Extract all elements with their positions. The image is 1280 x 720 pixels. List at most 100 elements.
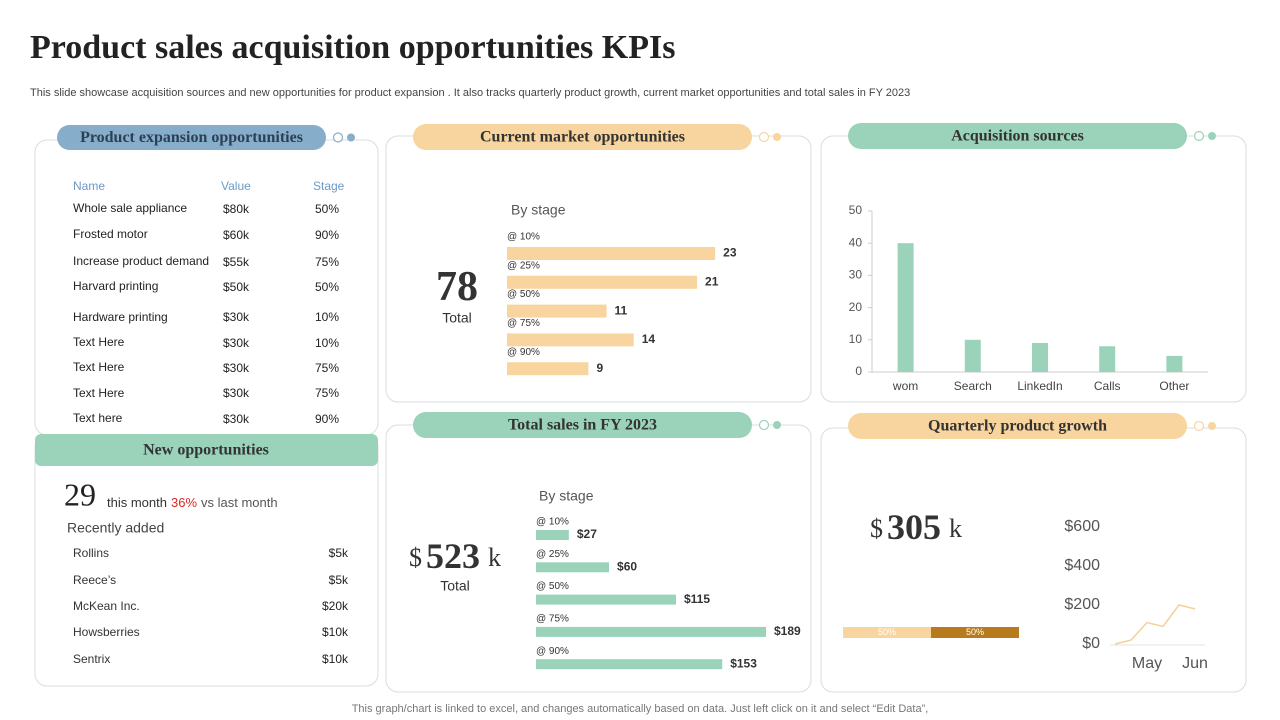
table-cell: 50%: [315, 202, 339, 216]
list-value: $5k: [329, 546, 349, 560]
header-dot: [332, 132, 344, 143]
x-tick-label: wom: [892, 379, 918, 393]
panel-title: Current market opportunities: [480, 129, 685, 146]
split-label: 50%: [878, 627, 896, 637]
total-prefix: $: [409, 543, 422, 572]
value-label: 14: [642, 332, 656, 346]
list-title: Recently added: [67, 520, 164, 536]
total-prefix: $: [870, 514, 883, 543]
value-label: $60: [617, 559, 637, 573]
page-title: Product sales acquisition opportunities …: [30, 29, 675, 66]
total-value: $523 k: [409, 536, 501, 576]
table-cell: Hardware printing: [73, 310, 168, 324]
column-header: Value: [221, 179, 251, 193]
line-series: [1114, 604, 1196, 645]
category-label: @ 75%: [536, 614, 569, 625]
total-label: Total: [442, 310, 472, 326]
chart-subtitle: By stage: [539, 488, 594, 504]
table-cell: 75%: [315, 361, 339, 375]
y-tick-label: 20: [849, 300, 863, 314]
category-label: @ 50%: [536, 581, 569, 592]
list-name: Reece’s: [73, 573, 116, 587]
category-label: @ 90%: [507, 347, 540, 358]
category-label: @ 25%: [536, 549, 569, 560]
bar: [536, 626, 767, 637]
category-label: @ 50%: [507, 289, 540, 300]
total-suffix: k: [949, 514, 962, 543]
x-tick-label: Jun: [1182, 655, 1208, 672]
panel-header: [848, 123, 1187, 149]
table-cell: 90%: [315, 228, 339, 242]
panel-header: [57, 125, 326, 150]
table-cell: Harvard printing: [73, 279, 158, 293]
panel-title: Acquisition sources: [951, 128, 1084, 145]
x-tick-label: LinkedIn: [1017, 379, 1062, 393]
table-cell: Text Here: [73, 360, 125, 374]
split-label: 50%: [966, 627, 984, 637]
category-label: @ 75%: [507, 318, 540, 329]
category-label: @ 90%: [536, 646, 569, 657]
x-tick-label: Calls: [1094, 379, 1121, 393]
y-tick-label: $600: [1064, 518, 1100, 535]
table-cell: 10%: [315, 310, 339, 324]
bar: [507, 304, 607, 318]
panel-title: Total sales in FY 2023: [508, 417, 657, 434]
table-cell: Increase product demand: [73, 254, 209, 268]
header-dot: [1208, 132, 1216, 140]
value-label: 21: [705, 274, 719, 288]
value-label: $115: [684, 592, 710, 606]
header-dot: [1193, 130, 1205, 142]
value-label: $153: [730, 656, 757, 670]
count-label: this month: [107, 495, 167, 510]
table-cell: Frosted motor: [73, 227, 148, 241]
header-dot: [758, 419, 770, 431]
bar: [536, 530, 569, 540]
x-tick-label: Search: [954, 379, 992, 393]
y-tick-label: 30: [849, 268, 863, 282]
column-header: Name: [73, 179, 105, 193]
table-cell: $30k: [223, 336, 250, 350]
value-label: 11: [615, 303, 628, 317]
table-cell: Text here: [73, 411, 123, 425]
table-cell: 75%: [315, 386, 339, 400]
value-label: 9: [596, 361, 603, 375]
panel: [820, 427, 1247, 693]
y-tick-label: $200: [1064, 596, 1100, 613]
total-value: 78: [436, 264, 478, 310]
bar: [507, 275, 698, 289]
table-cell: $30k: [223, 412, 250, 426]
total-label: Total: [440, 578, 470, 594]
panel-header: [848, 413, 1187, 439]
category-label: @ 10%: [536, 517, 569, 528]
table-cell: Whole sale appliance: [73, 201, 187, 215]
category-label: @ 25%: [507, 260, 540, 271]
bar: [897, 243, 914, 372]
value-label: $189: [774, 624, 801, 638]
count: 29: [64, 476, 96, 512]
list-value: $10k: [322, 625, 349, 639]
change-label: vs last month: [201, 495, 278, 510]
y-tick-label: $0: [1082, 635, 1100, 652]
table-cell: 90%: [315, 412, 339, 426]
list-value: $10k: [322, 652, 349, 666]
table-cell: $50k: [223, 280, 250, 294]
header-dot: [773, 421, 781, 429]
table-cell: Text Here: [73, 335, 125, 349]
header-dot: [1193, 420, 1205, 432]
list-value: $5k: [329, 573, 349, 587]
table-cell: $30k: [223, 361, 250, 375]
bar: [536, 562, 610, 573]
bar: [1099, 346, 1116, 372]
bar: [536, 659, 723, 670]
header-dot: [758, 131, 770, 143]
list-name: Rollins: [73, 546, 109, 560]
list-value: $20k: [322, 599, 349, 613]
x-tick-label: Other: [1159, 379, 1189, 393]
panel-title: Product expansion opportunities: [80, 129, 303, 146]
column-header: Stage: [313, 179, 345, 193]
page-subtitle: This slide showcase acquisition sources …: [30, 87, 910, 99]
bar: [507, 247, 716, 260]
change-value: 36%: [171, 495, 197, 510]
